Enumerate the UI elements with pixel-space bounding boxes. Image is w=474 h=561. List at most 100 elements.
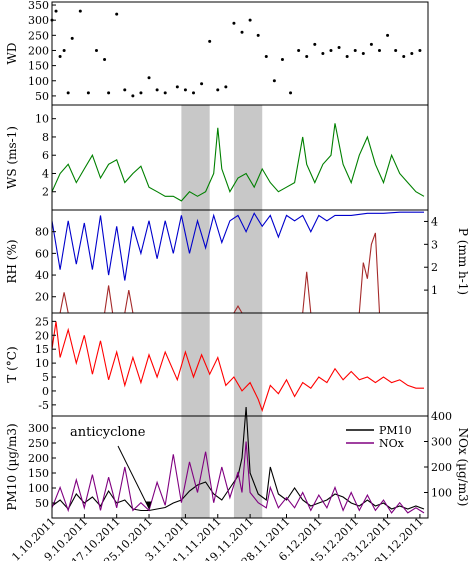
ytick-label-ws-6: 6 <box>42 149 49 162</box>
point-wd-6 <box>78 9 82 13</box>
point-wd-9 <box>103 58 107 62</box>
ytick-label-t-0: 0 <box>42 385 49 398</box>
point-wd-28 <box>256 33 260 37</box>
point-wd-21 <box>200 82 204 86</box>
point-wd-40 <box>353 48 357 52</box>
annotation-arrow <box>117 445 150 509</box>
ytick-label-pm-250: 250 <box>28 437 49 450</box>
shared-x-axis: 1.10.20119.10.201117.10.201125.10.20113.… <box>9 514 426 561</box>
point-wd-8 <box>94 48 98 52</box>
point-wd-30 <box>272 79 276 83</box>
ytick-label-ws-10: 10 <box>35 113 49 126</box>
ytick-label-wd-300: 300 <box>28 14 49 27</box>
point-wd-25 <box>232 21 236 25</box>
point-wd-37 <box>329 48 333 52</box>
ytick-label-t-15: 15 <box>35 343 49 356</box>
series-rh-1 <box>51 211 424 281</box>
series-ws-1 <box>51 123 425 202</box>
point-wd-45 <box>394 48 398 52</box>
point-wd-24 <box>224 85 228 89</box>
ytick-right-label-rh-2: 2 <box>431 261 438 274</box>
point-wd-5 <box>70 36 74 40</box>
point-wd-18 <box>175 85 179 89</box>
legend-label-pm10: PM10 <box>379 424 412 437</box>
point-wd-19 <box>183 88 187 92</box>
ytick-label-rh-40: 40 <box>35 269 49 282</box>
point-wd-34 <box>305 55 309 59</box>
point-wd-14 <box>139 91 143 95</box>
ytick-label-t-25: 25 <box>35 315 49 328</box>
ylabel-wd: WD <box>5 43 19 65</box>
point-wd-39 <box>345 55 349 59</box>
ytick-label-pm-100: 100 <box>28 482 49 495</box>
shaded-period-1 <box>181 105 210 518</box>
shaded-period-2 <box>233 105 263 518</box>
ytick-label-rh-80: 80 <box>35 226 49 239</box>
ytick-label-rh-60: 60 <box>35 247 49 260</box>
point-wd-11 <box>115 12 119 16</box>
ylabel-rh: RH (%) <box>5 239 19 283</box>
point-wd-2 <box>58 55 62 59</box>
point-wd-33 <box>297 48 301 52</box>
ytick-label-pm-200: 200 <box>28 452 49 465</box>
ytick-label-pm-300: 300 <box>28 422 49 435</box>
shaded-periods <box>181 105 263 518</box>
point-wd-7 <box>86 91 90 95</box>
ytick-label-pm-50: 50 <box>35 497 49 510</box>
point-wd-32 <box>289 91 293 95</box>
ytick-label-wd-200: 200 <box>28 44 49 57</box>
ytick-label-wd-100: 100 <box>28 75 49 88</box>
series-t-1 <box>51 321 424 413</box>
ytick-right-label-pm-100: 100 <box>431 487 452 500</box>
point-wd-4 <box>66 91 70 95</box>
point-wd-26 <box>240 30 244 34</box>
panel-wd: 50 100 150 200 250 300 350 WD <box>5 0 429 106</box>
point-wd-13 <box>131 94 135 98</box>
series-wd-1 <box>50 9 422 98</box>
ytick-label-ws-4: 4 <box>42 167 49 180</box>
point-wd-29 <box>264 55 268 59</box>
ytick-right-label-pm-200: 200 <box>431 461 452 474</box>
point-wd-1 <box>54 9 58 13</box>
point-wd-22 <box>208 39 212 43</box>
ytick-label-t-5: 5 <box>42 371 49 384</box>
point-wd-48 <box>418 48 422 52</box>
ytick-right-label-rh-1: 1 <box>431 284 438 297</box>
point-wd-12 <box>123 88 127 92</box>
ytick-right-label-pm-400: 400 <box>431 410 452 423</box>
ylabel-right-pm: NOx (µg/m3) <box>456 428 470 507</box>
ytick-label-ws-8: 8 <box>42 131 49 144</box>
series-pm-nox <box>51 441 425 514</box>
point-wd-31 <box>280 58 284 62</box>
ylabel-right-rh: P (mm h-1) <box>456 228 470 295</box>
ytick-right-label-rh-4: 4 <box>431 215 438 228</box>
annotation-arrowhead <box>145 501 152 510</box>
annotation-anticyclone: anticyclone <box>70 425 146 440</box>
ytick-label-rh-20: 20 <box>35 291 49 304</box>
ytick-right-label-rh-3: 3 <box>431 238 438 251</box>
ytick-label-t--5: -5 <box>38 399 49 412</box>
point-wd-35 <box>313 42 317 46</box>
point-wd-17 <box>163 91 167 95</box>
ylabel-pm: PM10 (µg/m3) <box>5 423 19 510</box>
point-wd-41 <box>361 52 365 55</box>
point-wd-20 <box>192 91 196 95</box>
ytick-label-t-20: 20 <box>35 329 49 342</box>
point-wd-44 <box>386 33 390 37</box>
point-wd-16 <box>155 88 159 92</box>
panel-ws: 2 4 6 8 10 WS (ms-1) <box>5 104 429 211</box>
ytick-label-ws-2: 2 <box>42 186 49 199</box>
legend-label-nox: NOx <box>379 437 405 450</box>
point-wd-42 <box>369 42 373 46</box>
point-wd-46 <box>402 55 406 59</box>
ytick-label-wd-250: 250 <box>28 29 49 42</box>
ylabel-ws: WS (ms-1) <box>5 126 19 189</box>
point-wd-38 <box>337 45 341 49</box>
point-wd-15 <box>147 76 151 80</box>
ylabel-t: T (°C) <box>5 346 19 382</box>
ytick-label-t-10: 10 <box>35 357 49 370</box>
series-pm-pm10 <box>51 406 425 512</box>
